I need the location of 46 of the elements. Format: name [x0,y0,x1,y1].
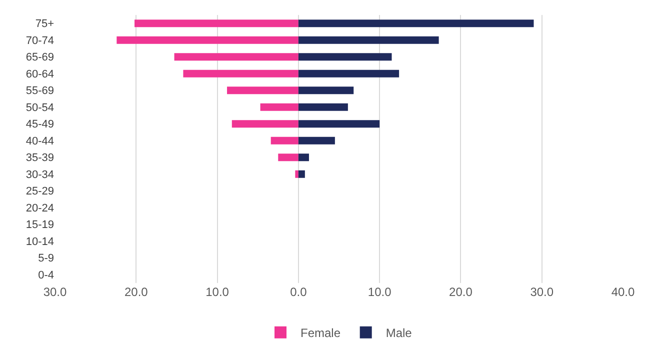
x-tick-label: 40.0 [611,285,635,299]
bar [134,20,298,28]
y-tick-label: 10-14 [26,236,54,248]
bar [174,53,298,61]
bar [278,154,298,162]
x-tick-label: 10.0 [368,285,392,299]
legend-label: Male [386,326,412,340]
y-tick-label: 50-54 [26,102,54,114]
x-tick-label: 10.0 [206,285,230,299]
bar [298,70,400,78]
bar [270,136,298,144]
y-tick-label: 15-19 [26,219,54,232]
y-tick-label: 45-49 [26,118,54,131]
bar [183,70,298,78]
y-tick-label: 25-29 [26,186,54,198]
bar [298,20,534,28]
y-tick-label: 75+ [35,18,54,30]
x-tick-label: 30.0 [530,285,554,299]
bar [298,120,380,128]
bar [298,36,439,44]
x-tick-label: 20.0 [449,285,473,299]
y-tick-label: 30-34 [26,168,54,181]
legend-label: Female [300,326,341,340]
y-tick-label: 40-44 [26,135,54,148]
x-tick-label: 0.0 [290,285,308,299]
y-tick-label: 5-9 [38,252,54,265]
bar [260,103,298,111]
y-tick-label: 55-69 [26,85,54,98]
bar [298,103,348,111]
y-tick-label: 70-74 [26,34,54,47]
x-tick-label: 30.0 [43,285,67,299]
bar [298,136,335,144]
y-tick-label: 35-39 [26,152,54,164]
bar [298,86,354,94]
bar [227,86,298,94]
y-tick-label: 0-4 [38,269,54,282]
bar [298,170,305,178]
bar [298,154,309,162]
y-tick-label: 65-69 [26,52,54,64]
bar [116,36,298,44]
bar [295,170,298,178]
bar [232,120,298,128]
y-tick-label: 20-24 [26,202,54,214]
x-tick-label: 20.0 [124,285,148,299]
bar [298,53,392,61]
y-tick-label: 60-64 [26,68,54,80]
